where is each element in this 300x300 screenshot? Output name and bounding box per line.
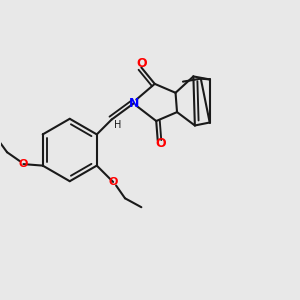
- Text: H: H: [115, 120, 122, 130]
- Text: O: O: [108, 177, 118, 187]
- Text: O: O: [155, 137, 166, 150]
- Text: O: O: [19, 159, 28, 169]
- Text: O: O: [136, 57, 147, 70]
- Text: N: N: [129, 97, 139, 110]
